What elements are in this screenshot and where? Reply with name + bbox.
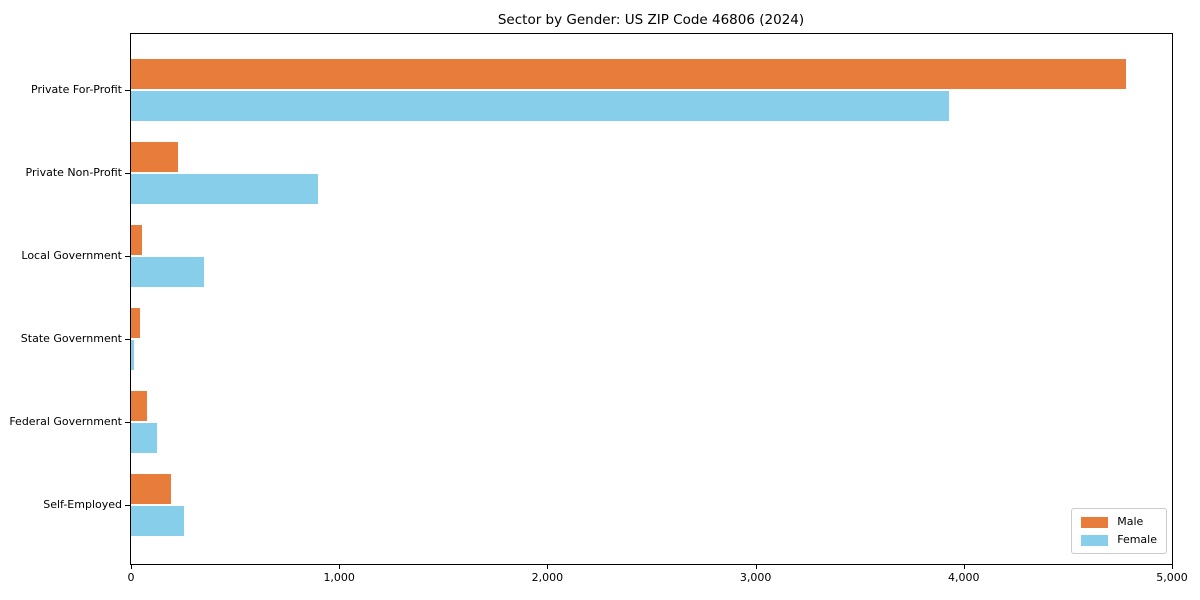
y-tick-mark bbox=[125, 339, 130, 340]
x-tick-mark bbox=[547, 564, 549, 569]
x-tick-mark bbox=[1172, 564, 1173, 569]
y-axis-label: Private Non-Profit bbox=[25, 166, 122, 179]
bar-female-2 bbox=[131, 257, 204, 287]
female-color-swatch bbox=[1081, 534, 1109, 546]
y-axis-label: Self-Employed bbox=[43, 498, 122, 511]
legend-label-female: Female bbox=[1117, 533, 1157, 546]
x-tick-label: 1,000 bbox=[323, 571, 355, 584]
legend-item-female: Female bbox=[1081, 534, 1157, 546]
bar-male-5 bbox=[131, 474, 171, 504]
y-tick-mark bbox=[125, 173, 130, 174]
y-axis-label: Private For-Profit bbox=[31, 83, 122, 96]
x-tick-mark bbox=[131, 564, 132, 569]
x-tick-label: 5,000 bbox=[1156, 571, 1188, 584]
bar-male-2 bbox=[131, 225, 143, 255]
plot-area: Male Female bbox=[130, 33, 1173, 565]
legend-label-male: Male bbox=[1117, 515, 1144, 528]
x-tick-label: 4,000 bbox=[948, 571, 980, 584]
y-tick-mark bbox=[125, 505, 130, 506]
bar-male-3 bbox=[131, 308, 141, 338]
bar-male-1 bbox=[131, 142, 178, 172]
x-tick-label: 0 bbox=[127, 571, 135, 584]
bar-male-0 bbox=[131, 59, 1127, 89]
y-tick-mark bbox=[125, 422, 130, 423]
legend-item-male: Male bbox=[1081, 516, 1157, 528]
bar-female-1 bbox=[131, 174, 319, 204]
male-color-swatch bbox=[1081, 516, 1109, 528]
bar-female-3 bbox=[131, 340, 135, 370]
legend: Male Female bbox=[1071, 508, 1167, 554]
y-tick-mark bbox=[125, 256, 130, 257]
y-tick-mark bbox=[125, 90, 130, 91]
bar-female-0 bbox=[131, 91, 950, 121]
bar-female-5 bbox=[131, 506, 185, 536]
x-tick-label: 3,000 bbox=[739, 571, 772, 584]
x-tick-mark bbox=[339, 564, 341, 569]
bar-male-4 bbox=[131, 391, 147, 421]
chart-title: Sector by Gender: US ZIP Code 46806 (202… bbox=[497, 12, 805, 28]
y-axis-label: State Government bbox=[20, 332, 122, 345]
bar-female-4 bbox=[131, 423, 158, 453]
x-tick-mark bbox=[963, 564, 965, 569]
x-tick-mark bbox=[755, 564, 757, 569]
x-tick-label: 2,000 bbox=[531, 571, 564, 584]
y-axis-label: Federal Government bbox=[9, 415, 122, 428]
y-axis-label: Local Government bbox=[21, 249, 122, 262]
